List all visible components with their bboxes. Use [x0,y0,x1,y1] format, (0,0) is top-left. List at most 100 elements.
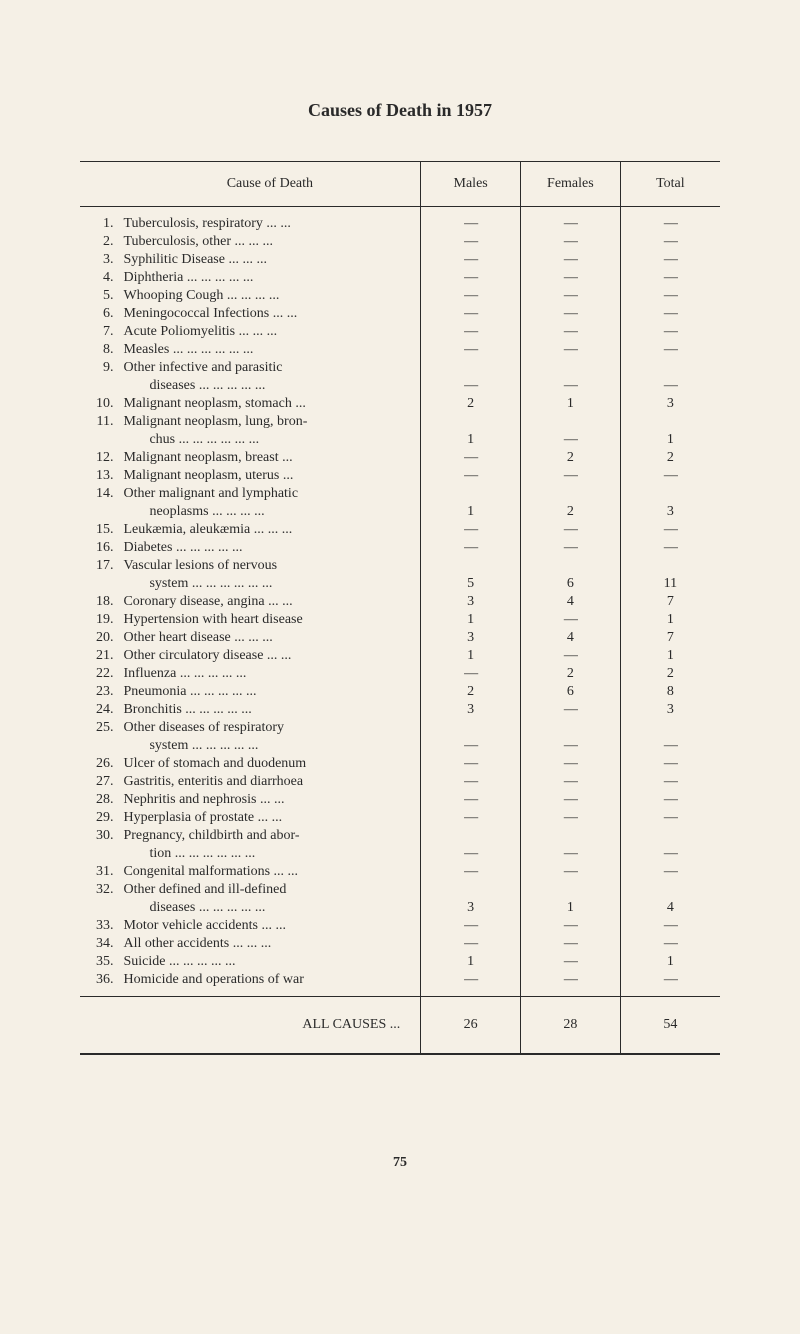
row-females [521,827,621,845]
row-total [620,413,720,431]
row-cause: Coronary disease, angina ... ... [119,593,420,611]
row-females: — [521,467,621,485]
causes-table: Cause of Death Males Females Total 1.Tub… [80,161,720,1055]
row-total: 7 [620,593,720,611]
row-number: 10. [80,395,119,413]
row-females: — [521,341,621,359]
totals-males: 26 [421,997,521,1055]
row-cause: Acute Poliomyelitis ... ... ... [119,323,420,341]
row-females: 2 [521,665,621,683]
row-females: — [521,215,621,233]
row-males: — [421,341,521,359]
row-females [521,881,621,899]
page-title: Causes of Death in 1957 [80,100,720,121]
row-number: 22. [80,665,119,683]
row-total: — [620,341,720,359]
row-females [521,485,621,503]
header-blank [80,162,119,207]
header-males: Males [421,162,521,207]
row-number: 24. [80,701,119,719]
header-cause: Cause of Death [119,162,420,207]
row-cause: Tuberculosis, respiratory ... ... [119,215,420,233]
row-total [620,485,720,503]
row-total: — [620,809,720,827]
row-total [620,557,720,575]
row-number [80,503,119,521]
row-females: — [521,737,621,755]
row-males [421,881,521,899]
row-number: 18. [80,593,119,611]
totals-females: 28 [521,997,621,1055]
row-females: — [521,971,621,989]
row-males [421,557,521,575]
row-total: 11 [620,575,720,593]
row-females: — [521,521,621,539]
row-total [620,827,720,845]
row-number: 14. [80,485,119,503]
table-row: 28.Nephritis and nephrosis ... ...——— [80,791,720,809]
row-cause: Pregnancy, childbirth and abor- [119,827,420,845]
row-females: — [521,377,621,395]
spacer [80,207,720,215]
row-females: 4 [521,593,621,611]
table-row: 26.Ulcer of stomach and duodenum——— [80,755,720,773]
row-males: 3 [421,593,521,611]
row-females: — [521,863,621,881]
row-males: — [421,737,521,755]
row-males [421,359,521,377]
row-males: — [421,755,521,773]
row-total: — [620,863,720,881]
row-cause: Malignant neoplasm, stomach ... [119,395,420,413]
row-cause: Diabetes ... ... ... ... ... [119,539,420,557]
row-number: 25. [80,719,119,737]
row-cause: Bronchitis ... ... ... ... ... [119,701,420,719]
table-row: 18.Coronary disease, angina ... ...347 [80,593,720,611]
table-row: 8.Measles ... ... ... ... ... ...——— [80,341,720,359]
totals-total: 54 [620,997,720,1055]
row-males: — [421,305,521,323]
row-total: — [620,269,720,287]
table-row: 17.Vascular lesions of nervous [80,557,720,575]
header-females: Females [521,162,621,207]
row-cause: Other infective and parasitic [119,359,420,377]
row-males: — [421,935,521,953]
row-males: — [421,863,521,881]
table-row: 22.Influenza ... ... ... ... ...—22 [80,665,720,683]
row-males: 3 [421,629,521,647]
row-total: — [620,845,720,863]
row-females: — [521,233,621,251]
row-total: 3 [620,395,720,413]
row-number: 17. [80,557,119,575]
row-females: 1 [521,899,621,917]
row-cause: tion ... ... ... ... ... ... [119,845,420,863]
totals-row: ALL CAUSES ... 26 28 54 [80,997,720,1055]
row-males: — [421,323,521,341]
row-females: 4 [521,629,621,647]
row-total [620,359,720,377]
row-cause: Suicide ... ... ... ... ... [119,953,420,971]
row-males: 3 [421,899,521,917]
row-number [80,845,119,863]
row-females: 1 [521,395,621,413]
row-females: — [521,539,621,557]
table-row: 34.All other accidents ... ... ...——— [80,935,720,953]
row-cause: Malignant neoplasm, breast ... [119,449,420,467]
row-cause: Malignant neoplasm, lung, bron- [119,413,420,431]
row-total: 1 [620,953,720,971]
row-females: — [521,251,621,269]
row-number: 5. [80,287,119,305]
row-number: 26. [80,755,119,773]
row-cause: Meningococcal Infections ... ... [119,305,420,323]
row-number: 8. [80,341,119,359]
header-row: Cause of Death Males Females Total [80,162,720,207]
row-males: 2 [421,683,521,701]
row-males: — [421,377,521,395]
page-number: 75 [80,1155,720,1171]
table-row: 30.Pregnancy, childbirth and abor- [80,827,720,845]
row-males [421,827,521,845]
table-row: 29.Hyperplasia of prostate ... ...——— [80,809,720,827]
table-row: chus ... ... ... ... ... ...1—1 [80,431,720,449]
row-total: 2 [620,449,720,467]
row-cause: Congenital malformations ... ... [119,863,420,881]
row-females: 2 [521,503,621,521]
